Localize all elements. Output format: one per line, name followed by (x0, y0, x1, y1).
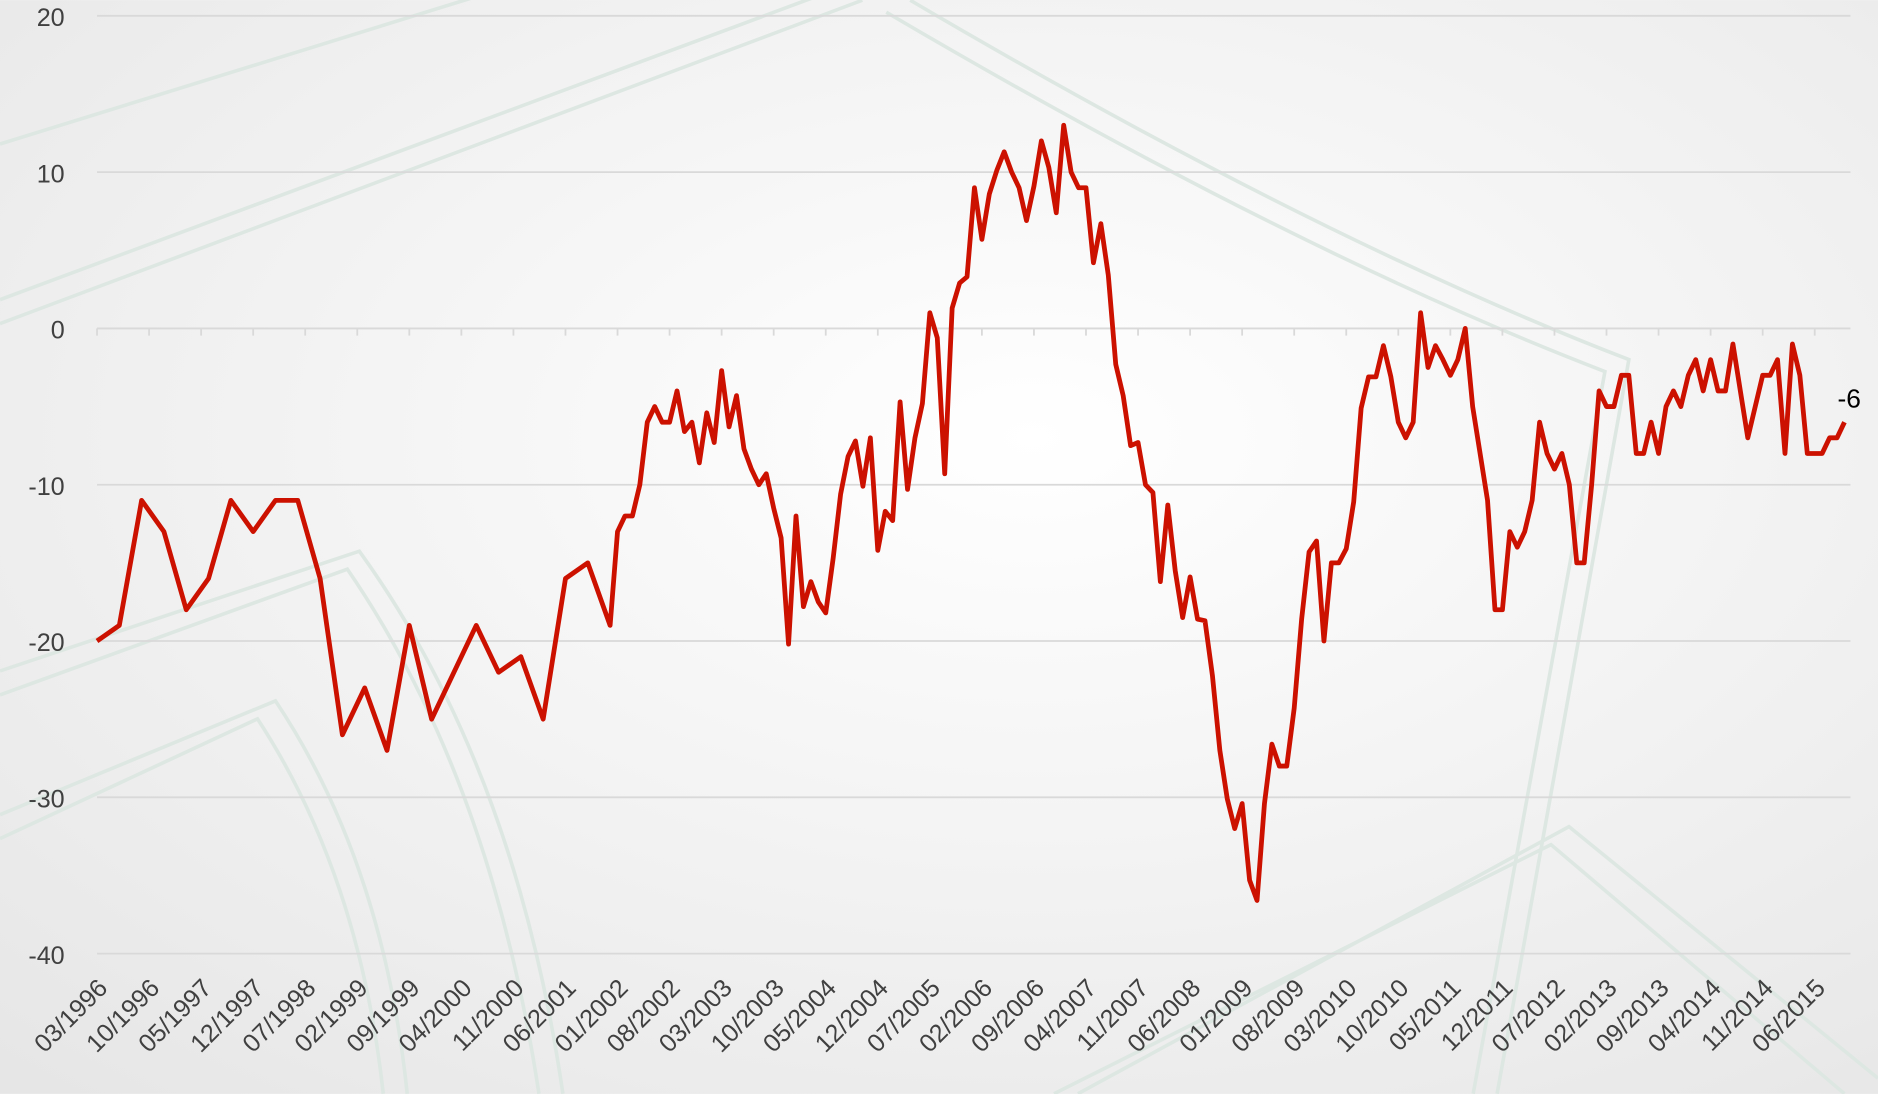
y-tick-label: 20 (37, 4, 65, 32)
data-label: -6 (1838, 384, 1861, 414)
y-tick-label: -10 (28, 473, 64, 501)
y-tick-label: -30 (28, 786, 64, 814)
data-line (95, 122, 1847, 903)
y-tick-label: 10 (37, 160, 65, 188)
y-tick-label: 0 (51, 317, 65, 345)
y-tick-label: -40 (28, 942, 64, 970)
y-tick-label: -20 (28, 629, 64, 657)
